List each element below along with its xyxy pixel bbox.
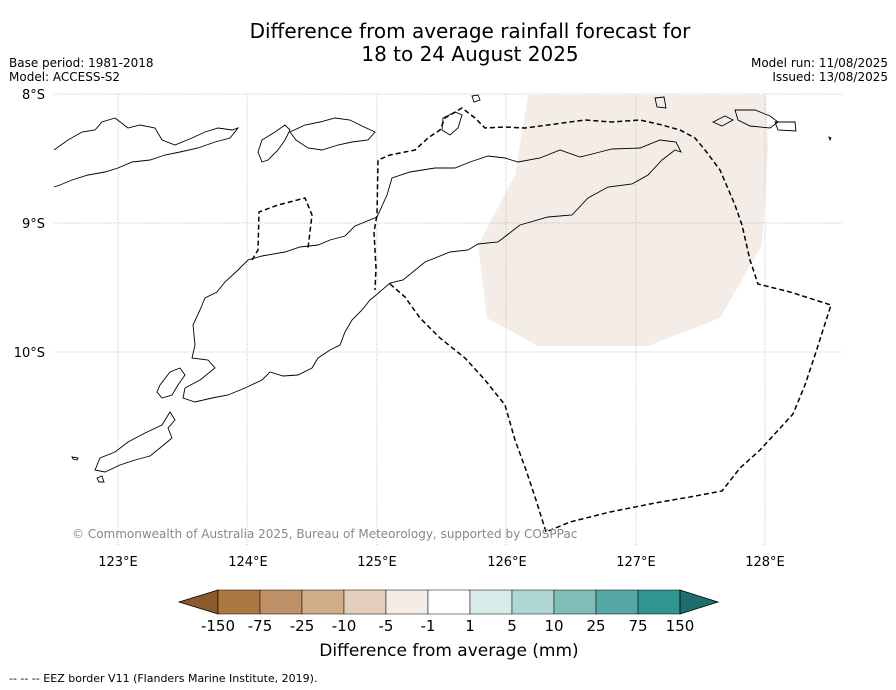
coastline-atauro <box>441 111 463 136</box>
coastline-islet-d <box>774 121 797 132</box>
coastline-timor <box>182 139 682 403</box>
colorbar-tick-label: 1 <box>465 617 475 635</box>
base-period-text: Base period: 1981-2018 <box>9 56 154 70</box>
eez-border-east <box>373 107 832 534</box>
lon-label-125e: 125°E <box>357 555 397 570</box>
coastline-pantar <box>257 124 291 163</box>
gridlines <box>54 93 843 545</box>
eez-footnote: -- -- -- EEZ border V11 (Flanders Marine… <box>9 672 318 685</box>
coastlines <box>53 94 832 483</box>
colorbar-cell <box>427 589 471 615</box>
coastline-flores <box>53 117 240 188</box>
lat-labels: 8°S 9°S 10°S <box>14 88 45 361</box>
coastline-wetar-isle <box>471 94 481 103</box>
coastline-islet-c <box>734 109 779 129</box>
lon-label-123e: 123°E <box>98 555 138 570</box>
colorbar-tick-label: 10 <box>544 617 563 635</box>
colorbar-cell <box>637 589 681 615</box>
eez-border-oecusse <box>251 197 313 261</box>
colorbar-cell <box>259 589 303 615</box>
issued-text: Issued: 13/08/2025 <box>772 70 888 84</box>
colorbar-tick-label: -25 <box>290 617 315 635</box>
colorbar-tick-label: 75 <box>628 617 647 635</box>
colorbar-tick-label: 5 <box>507 617 517 635</box>
colorbar-tick-label: 25 <box>586 617 605 635</box>
lon-label-126e: 126°E <box>487 555 527 570</box>
map-title: Difference from average rainfall forecas… <box>0 20 896 66</box>
title-line-1: Difference from average rainfall forecas… <box>249 19 691 43</box>
forecast-area-dry <box>478 95 768 346</box>
lat-label-9s: 9°S <box>22 217 45 232</box>
copyright-text: © Commonwealth of Australia 2025, Bureau… <box>72 527 577 541</box>
colorbar-cell <box>553 589 597 615</box>
colorbar-cell <box>511 589 555 615</box>
lon-label-128e: 128°E <box>745 555 785 570</box>
coastline-islet-b <box>711 115 734 127</box>
meta-right: Model run: 11/08/2025 Issued: 13/08/2025 <box>751 56 888 84</box>
coastline-alor <box>289 117 376 151</box>
lon-labels: 123°E 124°E 125°E 126°E 127°E 128°E <box>98 555 785 570</box>
meta-left: Base period: 1981-2018 Model: ACCESS-S2 <box>9 56 154 84</box>
colorbar-extend-low <box>177 589 219 615</box>
lat-label-8s: 8°S <box>22 88 45 103</box>
coastline-tiny-isle <box>71 456 79 461</box>
colorbar: -150 -75 -25 -10 -5 -1 1 5 10 25 75 150 <box>177 589 720 635</box>
coastline-rote <box>156 367 186 399</box>
lat-label-10s: 10°S <box>14 346 45 361</box>
colorbar-tick-label: -75 <box>248 617 273 635</box>
coastline-small-isle <box>96 475 105 483</box>
coastline-sawu <box>94 411 176 473</box>
title-line-2: 18 to 24 August 2025 <box>361 42 579 66</box>
colorbar-tick-label: -1 <box>421 617 436 635</box>
colorbar-tick-label: -150 <box>201 617 235 635</box>
coastline-islet-a <box>654 96 667 109</box>
colorbar-tick-label: 150 <box>666 617 695 635</box>
lon-label-124e: 124°E <box>228 555 268 570</box>
colorbar-tick-label: -5 <box>379 617 394 635</box>
colorbar-label: Difference from average (mm) <box>319 641 579 661</box>
colorbar-cell <box>343 589 387 615</box>
colorbar-cell <box>385 589 429 615</box>
model-run-text: Model run: 11/08/2025 <box>750 56 888 70</box>
lon-label-127e: 127°E <box>616 555 656 570</box>
map-panel: 8°S 9°S 10°S 123°E 124°E 125°E 126°E 127… <box>14 88 843 570</box>
colorbar-cell <box>217 589 261 615</box>
eez-borders <box>251 107 832 534</box>
colorbar-cell <box>301 589 345 615</box>
colorbar-cell <box>595 589 639 615</box>
model-text: Model: ACCESS-S2 <box>9 70 121 84</box>
coastline-islet-e <box>828 136 832 142</box>
colorbar-tick-label: -10 <box>332 617 357 635</box>
colorbar-extend-high <box>679 589 720 615</box>
colorbar-cell <box>469 589 513 615</box>
